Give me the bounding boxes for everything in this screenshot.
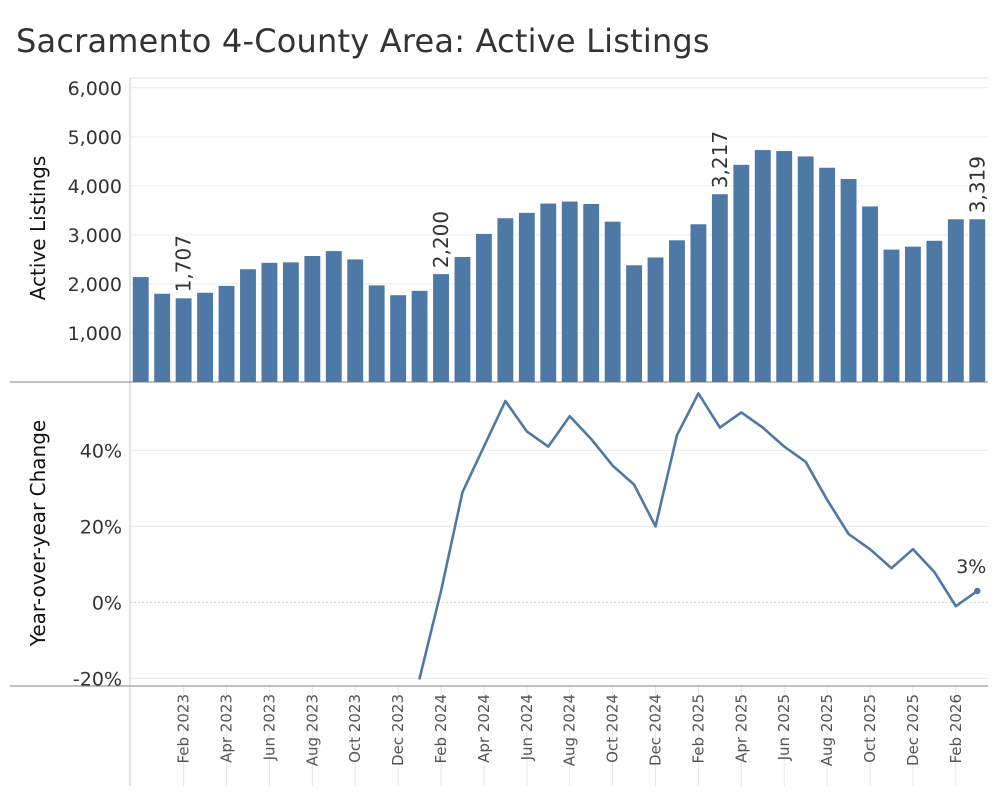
bar-y-tick-label: 4,000 (68, 176, 122, 198)
bar-jun-2023 (261, 262, 278, 382)
x-tick-label: Jun 2023 (260, 694, 278, 761)
yoy-y-tick-label: -20% (73, 668, 122, 690)
x-tick-label: Aug 2023 (303, 694, 321, 766)
yoy-y-tick-label: 20% (80, 516, 122, 538)
bar-sep-2024 (583, 204, 600, 382)
bar-feb-2025 (690, 224, 707, 382)
yoy-y-axis-title: Year-over-year Change (26, 420, 50, 647)
bar-jan-2026 (926, 240, 943, 382)
yoy-y-tick-label: 40% (80, 440, 122, 462)
bar-dec-2023 (390, 295, 407, 382)
bar-jul-2024 (540, 203, 557, 382)
bar-nov-2025 (883, 249, 900, 382)
bar-data-label: 3,217 (708, 131, 732, 188)
bar-mar-2026 (969, 219, 986, 382)
yoy-line-series (418, 392, 981, 680)
gridlines (130, 87, 988, 786)
bar-dec-2024 (647, 257, 664, 382)
bar-data-label: 2,200 (429, 211, 453, 268)
bar-apr-2024 (475, 233, 492, 382)
bar-aug-2023 (304, 255, 321, 382)
x-tick-label: Jun 2025 (775, 694, 793, 761)
bar-apr-2025 (733, 164, 750, 382)
x-tick-label: Apr 2025 (732, 694, 750, 763)
bar-jun-2024 (518, 212, 535, 382)
data-labels: 1,707 2,200 3,217 3,319 3% (172, 131, 990, 578)
bar-may-2025 (754, 150, 771, 382)
bar-dec-2025 (904, 246, 921, 382)
bar-apr-2023 (218, 285, 235, 382)
bar-feb-2026 (947, 219, 964, 382)
bar-may-2024 (497, 218, 514, 382)
x-tick-label: Aug 2024 (561, 694, 579, 766)
bar-mar-2024 (454, 256, 471, 382)
bar-y-tick-label: 6,000 (68, 78, 122, 100)
bar-oct-2023 (347, 259, 364, 382)
x-tick-label: Feb 2023 (175, 694, 193, 764)
bar-oct-2025 (862, 206, 878, 382)
x-tick-label: Oct 2023 (346, 694, 364, 763)
bar-mar-2025 (711, 194, 728, 382)
x-tick-label: Dec 2023 (389, 694, 407, 766)
bar-series (132, 150, 986, 382)
bar-jan-2025 (669, 240, 685, 382)
bar-aug-2024 (561, 201, 578, 382)
x-tick-label: Feb 2025 (689, 694, 707, 764)
bar-jul-2025 (797, 156, 814, 382)
bar-aug-2025 (819, 167, 836, 382)
bar-jan-2023 (154, 293, 171, 382)
bar-y-tick-label: 5,000 (68, 127, 122, 149)
x-tick-label: Dec 2025 (904, 694, 922, 766)
bar-nov-2023 (368, 285, 385, 382)
bar-y-tick-label: 3,000 (68, 225, 122, 247)
x-tick-label: Aug 2025 (818, 694, 836, 766)
x-tick-label: Jun 2024 (518, 694, 536, 761)
bar-oct-2024 (604, 221, 621, 382)
x-tick-label: Dec 2024 (647, 694, 665, 766)
yoy-data-label: 3% (956, 556, 986, 578)
bar-y-tick-label: 1,000 (68, 323, 122, 345)
x-tick-label: Oct 2025 (861, 694, 879, 763)
bar-feb-2024 (433, 274, 449, 382)
x-tick-label: Apr 2023 (218, 694, 236, 763)
bar-jun-2025 (776, 151, 793, 382)
bar-dec-2022 (132, 277, 149, 382)
bar-nov-2024 (626, 265, 643, 382)
bar-jul-2023 (282, 262, 299, 382)
x-tick-label: Oct 2024 (604, 694, 622, 763)
bar-sep-2025 (840, 179, 857, 382)
bar-mar-2023 (197, 292, 214, 382)
yoy-line (418, 392, 979, 680)
tick-labels: 1,000 2,000 3,000 4,000 5,000 6,000 -20% 0% 20% 4… (68, 78, 965, 766)
bar-y-tick-label: 2,000 (68, 274, 122, 296)
bar-data-label: 3,319 (965, 156, 989, 213)
yoy-y-tick-label: 0% (92, 592, 122, 614)
x-tick-label: Apr 2024 (475, 694, 493, 763)
x-tick-label: Feb 2024 (432, 694, 450, 764)
bar-y-axis-title: Active Listings (26, 156, 50, 301)
yoy-endpoint-marker (974, 587, 981, 595)
chart-title: Sacramento 4-County Area: Active Listing… (16, 22, 710, 60)
bar-jan-2024 (411, 290, 428, 382)
bar-may-2023 (240, 269, 256, 382)
bar-data-label: 1,707 (172, 235, 196, 292)
bar-sep-2023 (325, 251, 342, 382)
x-tick-label: Feb 2026 (947, 694, 965, 764)
bar-feb-2023 (175, 298, 192, 382)
